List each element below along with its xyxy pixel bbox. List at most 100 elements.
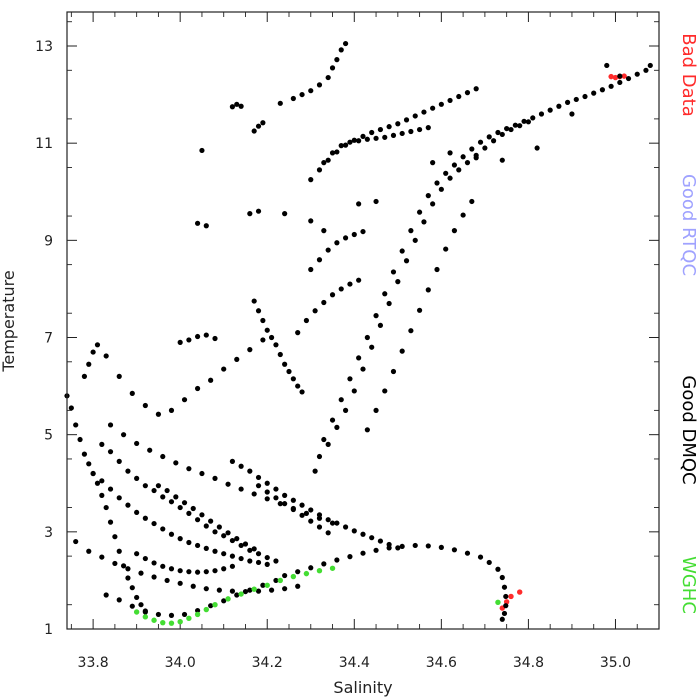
good-dmqc-point bbox=[490, 138, 497, 144]
good-dmqc-point bbox=[647, 62, 653, 69]
good-dmqc-point bbox=[120, 563, 127, 569]
wghc-point bbox=[316, 568, 323, 574]
good-dmqc-point bbox=[499, 574, 505, 581]
good-dmqc-point bbox=[373, 407, 379, 413]
y-tick-label: 7 bbox=[44, 331, 53, 347]
good-dmqc-point bbox=[155, 483, 162, 489]
x-tick-label: 34.4 bbox=[339, 655, 370, 671]
good-dmqc-point bbox=[564, 99, 571, 105]
good-dmqc-point bbox=[395, 121, 401, 127]
good-dmqc-point bbox=[477, 554, 484, 560]
good-dmqc-point bbox=[229, 458, 236, 464]
x-tick-label: 34.0 bbox=[165, 655, 196, 671]
good-dmqc-point bbox=[295, 383, 301, 389]
good-dmqc-point bbox=[377, 538, 384, 544]
good-dmqc-point bbox=[277, 501, 283, 507]
good-dmqc-point bbox=[443, 170, 449, 176]
good-dmqc-point bbox=[338, 143, 344, 149]
good-dmqc-point bbox=[334, 557, 340, 563]
legend-layer: Bad Data Good RTQC Good DMQC WGHC bbox=[678, 33, 699, 614]
good-dmqc-point bbox=[194, 542, 201, 549]
good-dmqc-point bbox=[503, 603, 509, 609]
good-dmqc-point bbox=[325, 157, 331, 163]
wghc-point bbox=[277, 577, 283, 584]
good-dmqc-point bbox=[377, 322, 384, 328]
good-dmqc-point bbox=[390, 132, 397, 138]
good-dmqc-point bbox=[334, 424, 340, 430]
good-dmqc-point bbox=[395, 545, 401, 551]
good-dmqc-point bbox=[364, 427, 370, 433]
good-dmqc-point bbox=[351, 388, 357, 394]
wghc-point bbox=[303, 570, 310, 577]
good-dmqc-point bbox=[151, 520, 157, 527]
good-dmqc-point bbox=[351, 231, 357, 238]
good-dmqc-point bbox=[260, 582, 266, 588]
good-dmqc-point bbox=[116, 373, 122, 379]
y-tick-label: 11 bbox=[35, 136, 53, 152]
good-dmqc-point bbox=[260, 120, 266, 126]
good-dmqc-point bbox=[255, 123, 262, 129]
good-dmqc-point bbox=[134, 509, 140, 516]
good-dmqc-point bbox=[308, 266, 314, 273]
good-dmqc-point bbox=[203, 586, 209, 592]
good-dmqc-point bbox=[112, 560, 118, 567]
good-dmqc-point bbox=[103, 592, 109, 598]
good-dmqc-point bbox=[234, 101, 240, 107]
good-dmqc-point bbox=[321, 160, 327, 166]
good-dmqc-point bbox=[151, 574, 157, 580]
good-dmqc-point bbox=[212, 475, 218, 481]
wghc-point bbox=[168, 620, 175, 626]
good-dmqc-point bbox=[86, 361, 92, 367]
good-dmqc-point bbox=[342, 142, 349, 148]
good-dmqc-point bbox=[308, 518, 314, 524]
good-dmqc-point bbox=[134, 475, 140, 481]
good-dmqc-point bbox=[503, 593, 509, 600]
good-dmqc-point bbox=[168, 566, 175, 572]
good-dmqc-point bbox=[382, 388, 388, 394]
good-dmqc-point bbox=[186, 466, 192, 472]
good-dmqc-point bbox=[208, 377, 214, 383]
good-dmqc-point bbox=[99, 492, 105, 498]
good-dmqc-point bbox=[403, 258, 410, 264]
good-dmqc-point bbox=[212, 568, 218, 574]
good-dmqc-point bbox=[373, 313, 379, 319]
good-dmqc-point bbox=[181, 397, 188, 403]
good-dmqc-point bbox=[303, 510, 310, 516]
good-dmqc-point bbox=[325, 247, 331, 253]
good-dmqc-point bbox=[451, 228, 458, 234]
good-dmqc-point bbox=[316, 512, 323, 518]
good-dmqc-point bbox=[299, 502, 305, 508]
bad-data-point bbox=[612, 74, 619, 81]
good-dmqc-point bbox=[373, 547, 379, 553]
good-dmqc-point bbox=[334, 240, 340, 246]
good-dmqc-point bbox=[308, 177, 314, 183]
good-dmqc-point bbox=[447, 150, 453, 156]
good-dmqc-point bbox=[447, 175, 453, 181]
good-dmqc-point bbox=[501, 584, 508, 590]
good-dmqc-point bbox=[430, 201, 436, 207]
good-dmqc-point bbox=[190, 505, 196, 512]
good-dmqc-point bbox=[160, 453, 166, 460]
good-dmqc-point bbox=[473, 86, 479, 92]
y-tick-label: 13 bbox=[35, 39, 53, 55]
good-dmqc-point bbox=[221, 366, 227, 372]
good-dmqc-point bbox=[90, 470, 96, 477]
good-dmqc-point bbox=[273, 486, 279, 492]
good-dmqc-point bbox=[186, 569, 192, 575]
good-dmqc-point bbox=[212, 548, 218, 554]
good-dmqc-point bbox=[168, 531, 175, 537]
good-dmqc-point bbox=[321, 228, 327, 234]
good-dmqc-point bbox=[329, 65, 336, 71]
good-dmqc-point bbox=[116, 458, 122, 464]
good-dmqc-point bbox=[168, 499, 175, 505]
good-dmqc-point bbox=[312, 308, 318, 314]
good-dmqc-point bbox=[321, 561, 327, 567]
wghc-point bbox=[177, 619, 183, 625]
good-dmqc-point bbox=[138, 570, 144, 576]
good-dmqc-point bbox=[164, 577, 170, 584]
good-dmqc-point bbox=[443, 246, 449, 252]
good-dmqc-point bbox=[177, 536, 183, 542]
good-dmqc-point bbox=[168, 612, 175, 618]
good-dmqc-point bbox=[334, 57, 340, 63]
